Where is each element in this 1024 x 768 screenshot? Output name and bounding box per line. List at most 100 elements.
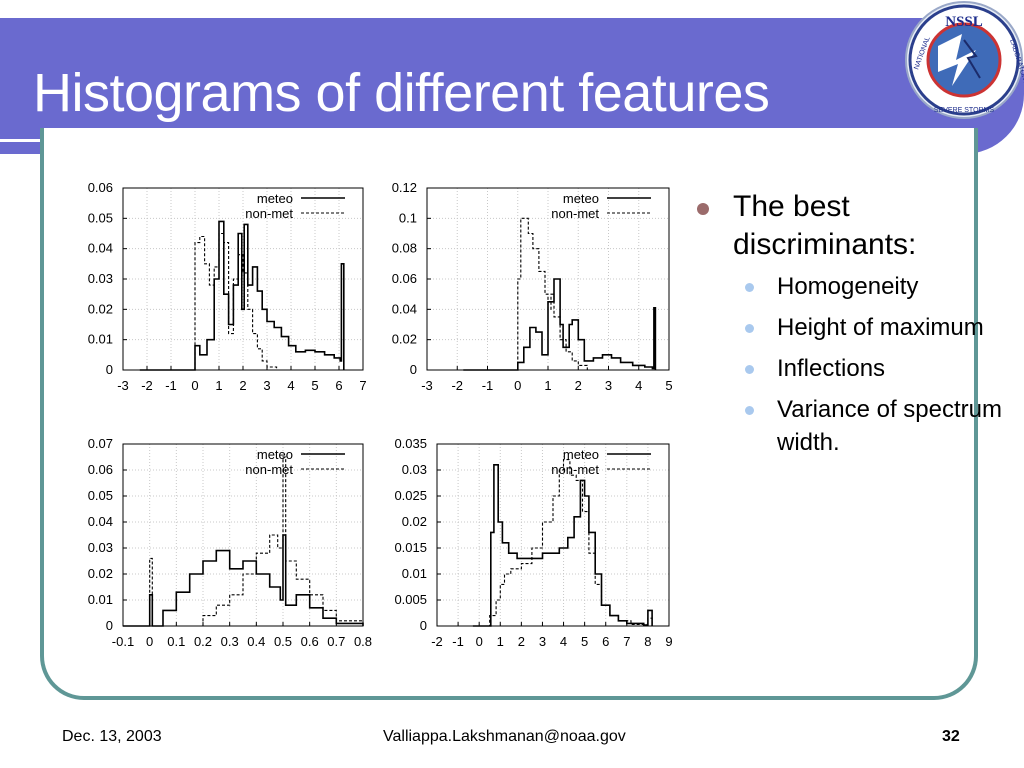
y-tick-label: 0.02 xyxy=(88,566,113,581)
x-tick-label: 5 xyxy=(665,378,672,393)
footer-email: Valliappa.Lakshmanan@noaa.gov xyxy=(383,728,626,745)
sub-bullet-dot-icon xyxy=(745,283,754,292)
series-line-non-met xyxy=(139,232,344,371)
y-tick-label: 0.05 xyxy=(88,488,113,503)
x-tick-label: 0 xyxy=(514,378,521,393)
x-tick-label: 8 xyxy=(644,634,651,649)
x-tick-label: 7 xyxy=(359,378,366,393)
histogram-panel-4: -2 -1 0 1 2 3 4 5 6 7 8 900.0050.010.0150.020.0250.… xyxy=(394,436,672,649)
series-line-non-met xyxy=(472,459,653,627)
y-tick-label: 0 xyxy=(106,618,113,633)
bullet-main: The best discriminants: xyxy=(697,188,1007,264)
series-line-non-met xyxy=(123,456,364,627)
y-tick-label: 0.02 xyxy=(402,514,427,529)
x-tick-label: 0.1 xyxy=(167,634,185,649)
histogram-panel-1: -3 -2 -1 0 1 2 3 4 5 6 7 0 0.01 0.02 0.03 0.04 0.05 0.06 m… xyxy=(88,180,367,393)
x-tick-label: 4 xyxy=(635,378,642,393)
footer-date: Dec. 13, 2003 xyxy=(62,728,162,745)
x-tick-label: -2 xyxy=(431,634,443,649)
series-line-meteo xyxy=(463,278,657,371)
sub-bullet-text: Height of maximum xyxy=(777,314,984,341)
y-tick-label: 0.04 xyxy=(392,301,417,316)
sub-bullet-dot-icon xyxy=(745,406,754,415)
x-tick-label: -3 xyxy=(117,378,129,393)
x-tick-label: 0.7 xyxy=(327,634,345,649)
logo-nssl-text: NSSL xyxy=(945,14,983,30)
x-tick-label: 0.3 xyxy=(221,634,239,649)
legend-label: non-met xyxy=(245,462,293,477)
x-tick-label: 3 xyxy=(605,378,612,393)
y-tick-label: 0.08 xyxy=(392,241,417,256)
x-tick-label: 4 xyxy=(287,378,294,393)
y-tick-label: 0.07 xyxy=(88,436,113,451)
y-tick-label: 0.025 xyxy=(394,488,427,503)
nssl-logo-icon: NSSL NATIONAL SEVERE STORMS LABORATORY xyxy=(905,1,1024,119)
y-tick-label: 0.01 xyxy=(88,592,113,607)
histogram-panel-2: -3 -2 -1 0 1 2 3 4 5 0 0.02 0.04 0.06 0.08 0.1 0.12 mete… xyxy=(392,180,673,393)
x-tick-label: 5 xyxy=(581,634,588,649)
sub-bullet-list: Homogeneity Height of maximum Inflection… xyxy=(697,270,1007,459)
x-tick-label: -3 xyxy=(421,378,433,393)
x-tick-label: 0 xyxy=(146,634,153,649)
legend-label: meteo xyxy=(563,191,599,206)
series-line-non-met xyxy=(463,217,656,371)
series-line-meteo xyxy=(472,464,653,627)
y-tick-label: 0.12 xyxy=(392,180,417,195)
x-tick-label: 1 xyxy=(544,378,551,393)
legend-label: non-met xyxy=(551,206,599,221)
x-tick-label: 2 xyxy=(575,378,582,393)
x-tick-label: 3 xyxy=(539,634,546,649)
x-tick-label: -1 xyxy=(452,634,464,649)
legend-label: non-met xyxy=(551,462,599,477)
x-tick-label: -1 xyxy=(165,378,177,393)
y-tick-label: 0.03 xyxy=(88,271,113,286)
x-tick-label: 1 xyxy=(497,634,504,649)
x-tick-label: 0.6 xyxy=(301,634,319,649)
y-tick-label: 0.005 xyxy=(394,592,427,607)
series-line-meteo xyxy=(139,220,345,371)
footer-page-number: 32 xyxy=(942,728,960,745)
x-tick-label: 0.4 xyxy=(247,634,265,649)
sub-bullet-inflections: Inflections xyxy=(741,352,1007,385)
y-tick-label: 0.02 xyxy=(392,332,417,347)
sub-bullet-dot-icon xyxy=(745,365,754,374)
series-line-meteo xyxy=(123,534,364,627)
plot-frame xyxy=(122,443,364,627)
histogram-panel-3: -0.1 0 0.1 0.2 0.3 0.4 0.5 0.6 0.7 0.800.010.020.… xyxy=(88,436,372,649)
logo-ring-bottom-text: SEVERE STORMS xyxy=(934,107,994,114)
x-tick-label: -1 xyxy=(482,378,494,393)
legend-label: non-met xyxy=(245,206,293,221)
plot-frame xyxy=(436,443,670,627)
legend-label: meteo xyxy=(257,447,293,462)
y-tick-label: 0 xyxy=(420,618,427,633)
x-tick-label: 2 xyxy=(518,634,525,649)
x-tick-label: 9 xyxy=(665,634,672,649)
x-tick-label: 2 xyxy=(239,378,246,393)
x-tick-label: 7 xyxy=(623,634,630,649)
y-tick-label: 0.06 xyxy=(88,180,113,195)
sub-bullet-text: Variance of spectrum width. xyxy=(777,396,1002,456)
plot-frame xyxy=(122,187,364,371)
legend-label: meteo xyxy=(563,447,599,462)
legend-label: meteo xyxy=(257,191,293,206)
x-tick-label: 0 xyxy=(191,378,198,393)
x-tick-label: 4 xyxy=(560,634,567,649)
sub-bullet-dot-icon xyxy=(745,324,754,333)
x-tick-label: 0.8 xyxy=(354,634,372,649)
x-tick-label: -0.1 xyxy=(112,634,134,649)
y-tick-label: 0.03 xyxy=(88,540,113,555)
x-tick-label: -2 xyxy=(451,378,463,393)
y-tick-label: 0.04 xyxy=(88,514,113,529)
slide-title: Histograms of different features xyxy=(33,63,770,123)
x-tick-label: 3 xyxy=(263,378,270,393)
y-tick-label: 0.05 xyxy=(88,210,113,225)
y-tick-label: 0.1 xyxy=(399,210,417,225)
y-tick-label: 0 xyxy=(410,362,417,377)
x-tick-label: -2 xyxy=(141,378,153,393)
y-tick-label: 0 xyxy=(106,362,113,377)
bullet-list: The best discriminants: Homogeneity Heig… xyxy=(697,188,1007,467)
y-tick-label: 0.035 xyxy=(394,436,427,451)
y-tick-label: 0.02 xyxy=(88,301,113,316)
y-tick-label: 0.01 xyxy=(402,566,427,581)
